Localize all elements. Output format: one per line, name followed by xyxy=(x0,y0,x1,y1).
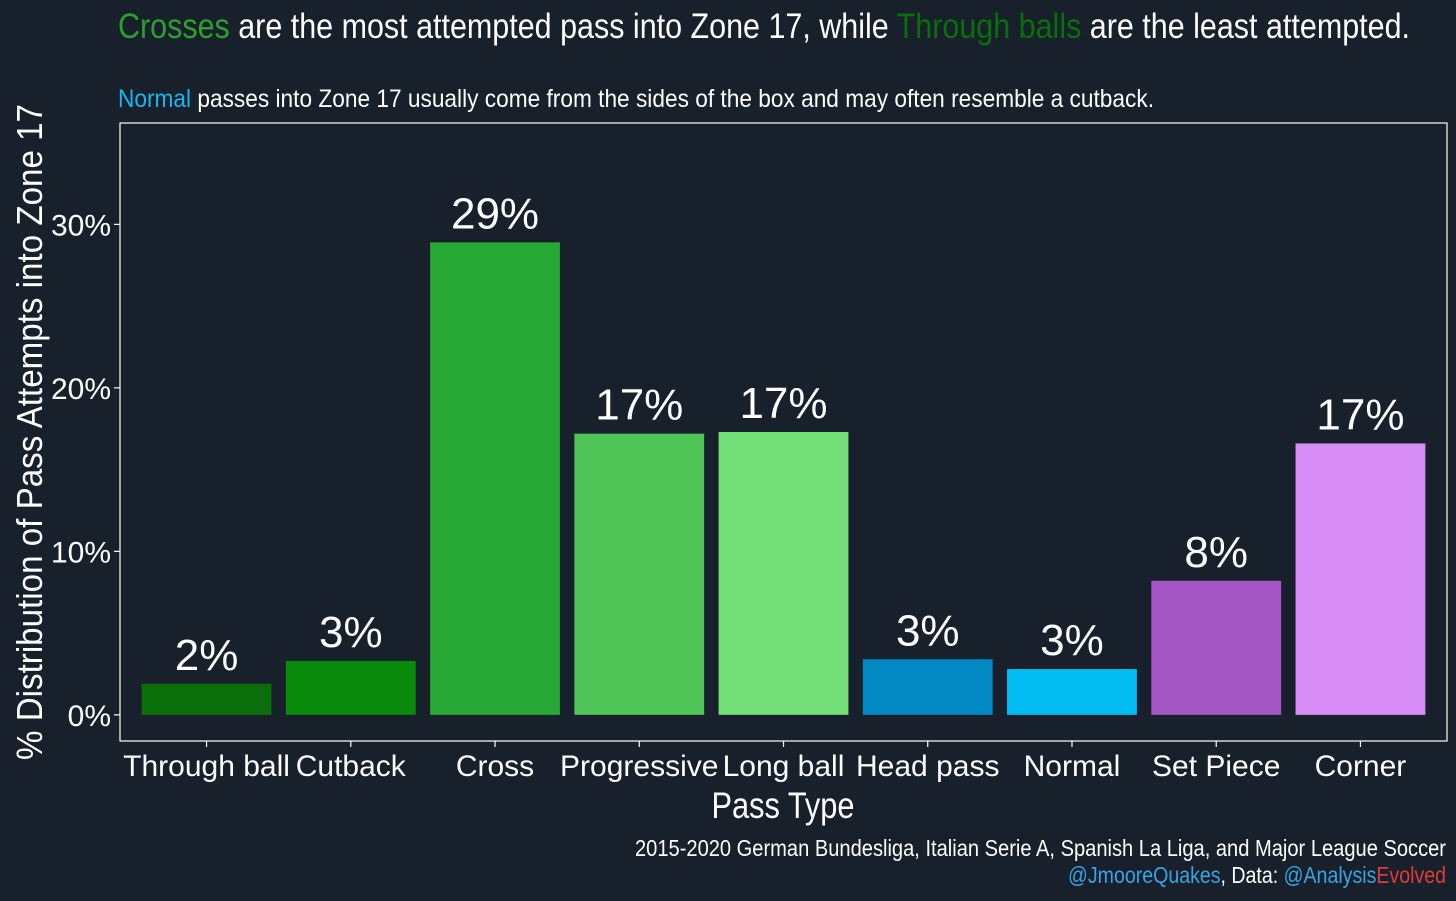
title-through-balls: Through balls xyxy=(897,7,1082,46)
bar xyxy=(1295,443,1426,715)
bar-value-label: 8% xyxy=(1184,528,1248,577)
author-handle: @JmooreQuakes xyxy=(1068,862,1221,888)
bar xyxy=(1007,669,1137,715)
bar-value-label: 29% xyxy=(451,189,539,238)
caption-credits: @JmooreQuakes, Data: @AnalysisEvolved xyxy=(1068,862,1446,888)
x-tick-label: Corner xyxy=(1315,750,1407,783)
x-tick-label: Progressive xyxy=(560,750,718,783)
bar xyxy=(430,242,560,715)
bars: 2% 3% 29% 17% 17% 3% 3% 8% 17% xyxy=(141,189,1426,715)
y-tick-label: 30% xyxy=(51,209,111,242)
bar-value-label: 2% xyxy=(175,631,239,680)
chart-subtitle: Normal passes into Zone 17 usually come … xyxy=(118,85,1154,113)
data-source-evolved: Evolved xyxy=(1376,862,1446,888)
x-tick-label: Set Piece xyxy=(1152,750,1280,783)
x-tick-label: Long ball xyxy=(723,750,845,783)
subtitle-normal: Normal xyxy=(118,85,191,113)
x-axis: Through ball Cutback Cross Progressive Long … xyxy=(123,741,1406,783)
chart-title: Crosses are the most attempted pass into… xyxy=(118,7,1410,46)
x-tick-label: Cutback xyxy=(296,750,407,783)
data-source-analysis: @Analysis xyxy=(1284,862,1377,888)
bar xyxy=(141,683,272,715)
title-crosses: Crosses xyxy=(118,7,230,46)
caption-leagues: 2015-2020 German Bundesliga, Italian Ser… xyxy=(635,835,1446,861)
y-tick-label: 20% xyxy=(51,373,111,406)
y-axis-label: % Distribution of Pass Attempts into Zon… xyxy=(9,104,50,760)
bar xyxy=(718,432,849,715)
bar-value-label: 17% xyxy=(1316,390,1404,439)
y-tick-label: 10% xyxy=(51,536,111,569)
data-source-label: , Data: xyxy=(1221,862,1284,888)
y-axis: 0% 10% 20% 30% xyxy=(51,209,120,733)
title-segment-2: are the most attempted pass into Zone 17… xyxy=(230,7,897,46)
x-tick-label: Normal xyxy=(1024,750,1121,783)
bar xyxy=(862,659,993,715)
bar-value-label: 17% xyxy=(595,381,683,430)
bar xyxy=(1151,580,1282,715)
x-tick-label: Cross xyxy=(456,750,534,783)
y-tick-label: 0% xyxy=(68,700,111,733)
title-segment-4: are the least attempted. xyxy=(1081,7,1410,46)
bar-value-label: 17% xyxy=(739,379,827,428)
x-tick-label: Through ball xyxy=(123,750,290,783)
bar xyxy=(574,433,705,715)
bar-value-label: 3% xyxy=(319,608,383,657)
bar-value-label: 3% xyxy=(896,606,960,655)
bar xyxy=(285,660,416,715)
x-axis-label: Pass Type xyxy=(712,785,855,826)
x-tick-label: Head pass xyxy=(856,750,999,783)
subtitle-segment-2: passes into Zone 17 usually come from th… xyxy=(191,85,1154,113)
bar-value-label: 3% xyxy=(1040,616,1104,665)
